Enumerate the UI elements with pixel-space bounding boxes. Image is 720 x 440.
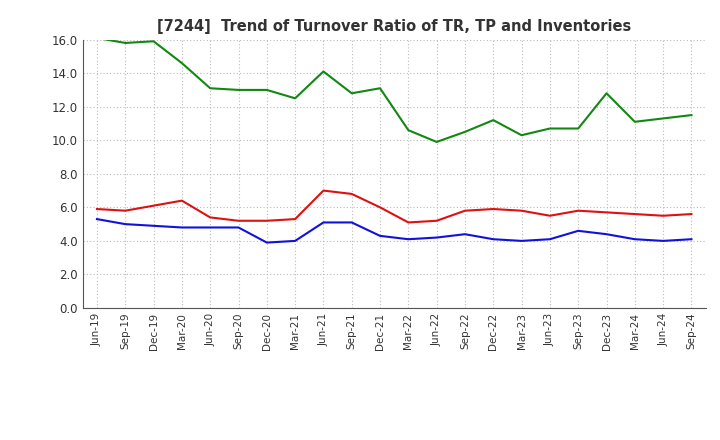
Trade Payables	[602, 231, 611, 237]
Inventories	[93, 35, 102, 40]
Line: Inventories: Inventories	[97, 38, 691, 142]
Trade Receivables	[432, 218, 441, 224]
Trade Receivables	[376, 205, 384, 210]
Trade Payables	[178, 225, 186, 230]
Inventories	[489, 117, 498, 123]
Line: Trade Receivables: Trade Receivables	[97, 191, 691, 223]
Inventories	[291, 95, 300, 101]
Inventories	[178, 60, 186, 66]
Trade Payables	[517, 238, 526, 244]
Inventories	[687, 113, 696, 118]
Trade Payables	[319, 220, 328, 225]
Inventories	[659, 116, 667, 121]
Trade Receivables	[263, 218, 271, 224]
Trade Receivables	[206, 215, 215, 220]
Inventories	[149, 39, 158, 44]
Inventories	[234, 87, 243, 92]
Trade Payables	[404, 237, 413, 242]
Trade Payables	[149, 223, 158, 228]
Trade Payables	[206, 225, 215, 230]
Inventories	[631, 119, 639, 125]
Inventories	[574, 126, 582, 131]
Trade Receivables	[602, 210, 611, 215]
Trade Receivables	[404, 220, 413, 225]
Inventories	[206, 86, 215, 91]
Trade Payables	[291, 238, 300, 244]
Trade Receivables	[489, 206, 498, 212]
Trade Payables	[376, 233, 384, 238]
Inventories	[376, 86, 384, 91]
Trade Receivables	[546, 213, 554, 218]
Trade Payables	[348, 220, 356, 225]
Trade Payables	[461, 231, 469, 237]
Trade Payables	[687, 237, 696, 242]
Trade Payables	[432, 235, 441, 240]
Inventories	[348, 91, 356, 96]
Inventories	[517, 132, 526, 138]
Trade Payables	[631, 237, 639, 242]
Title: [7244]  Trend of Turnover Ratio of TR, TP and Inventories: [7244] Trend of Turnover Ratio of TR, TP…	[157, 19, 631, 34]
Trade Payables	[489, 237, 498, 242]
Trade Payables	[121, 221, 130, 227]
Trade Payables	[263, 240, 271, 245]
Trade Receivables	[178, 198, 186, 203]
Line: Trade Payables: Trade Payables	[97, 219, 691, 242]
Trade Receivables	[348, 191, 356, 197]
Inventories	[461, 129, 469, 135]
Inventories	[602, 91, 611, 96]
Trade Payables	[546, 237, 554, 242]
Trade Payables	[659, 238, 667, 244]
Trade Receivables	[291, 216, 300, 222]
Trade Receivables	[461, 208, 469, 213]
Trade Receivables	[234, 218, 243, 224]
Inventories	[546, 126, 554, 131]
Inventories	[404, 128, 413, 133]
Trade Receivables	[659, 213, 667, 218]
Trade Receivables	[149, 203, 158, 208]
Inventories	[432, 139, 441, 145]
Trade Receivables	[574, 208, 582, 213]
Trade Receivables	[93, 206, 102, 212]
Trade Receivables	[319, 188, 328, 193]
Trade Receivables	[631, 211, 639, 216]
Inventories	[121, 40, 130, 46]
Trade Receivables	[121, 208, 130, 213]
Trade Receivables	[517, 208, 526, 213]
Inventories	[263, 87, 271, 92]
Inventories	[319, 69, 328, 74]
Trade Payables	[93, 216, 102, 222]
Trade Payables	[234, 225, 243, 230]
Trade Payables	[574, 228, 582, 234]
Trade Receivables	[687, 211, 696, 216]
